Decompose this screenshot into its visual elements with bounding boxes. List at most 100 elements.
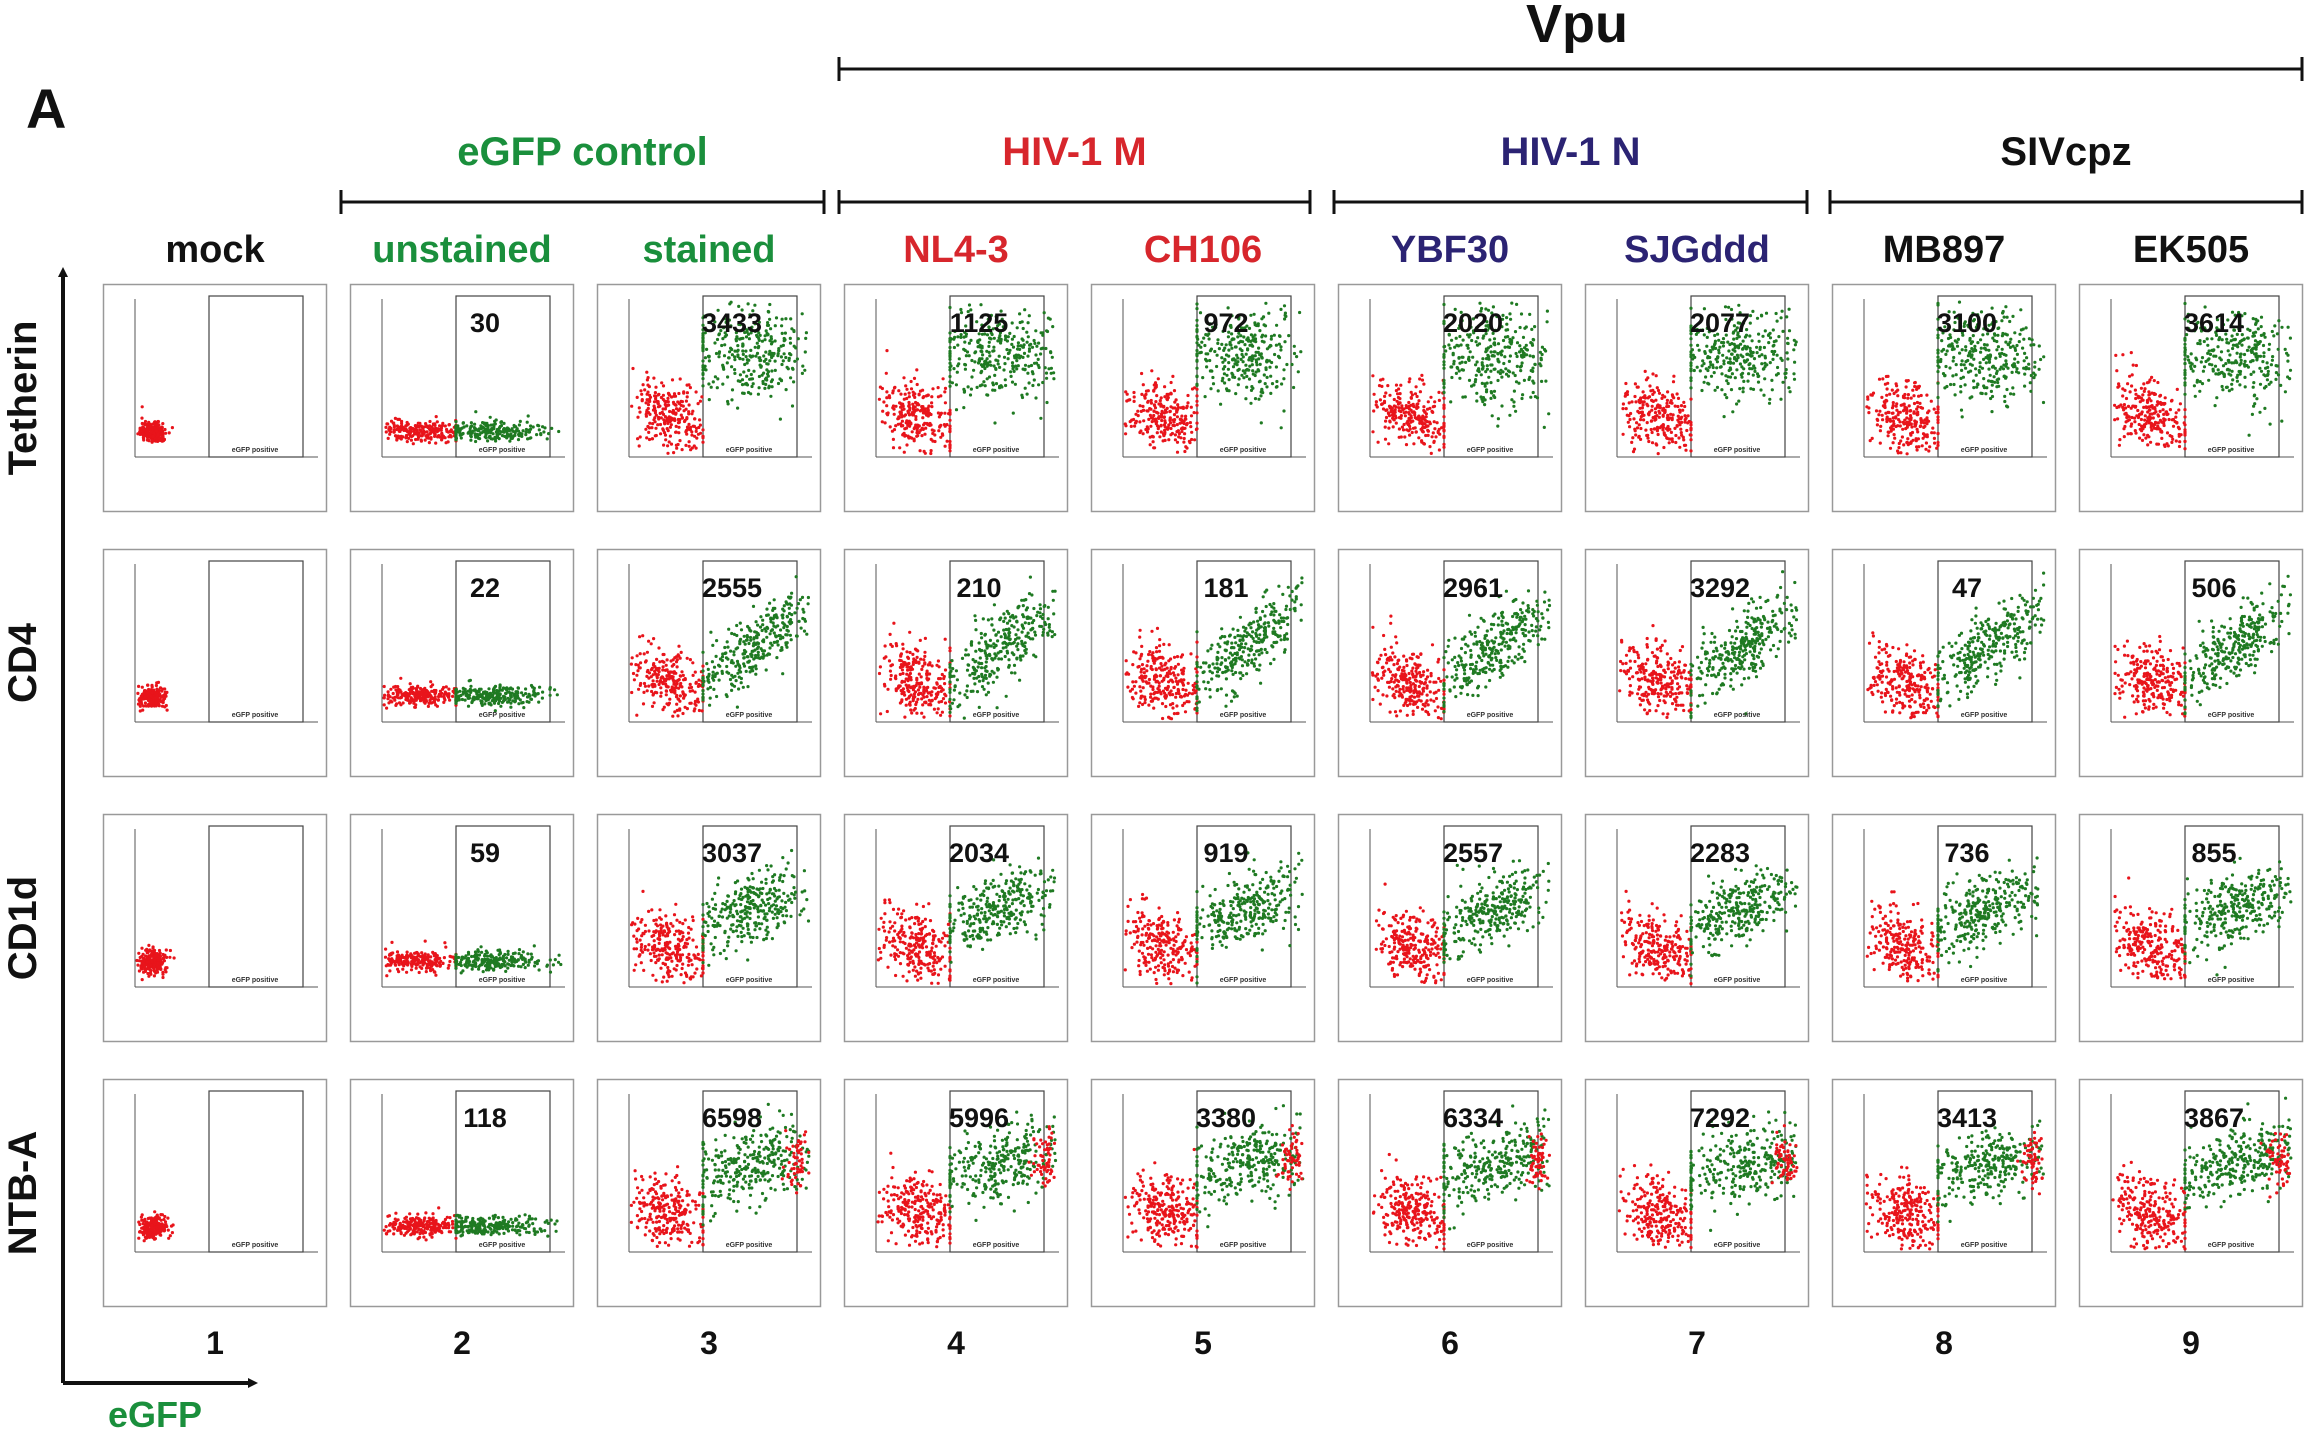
- event-dot: [1650, 404, 1654, 408]
- event-dot: [2117, 404, 2121, 408]
- event-dot: [1287, 334, 1291, 338]
- event-dot: [1689, 397, 1693, 401]
- event-dot: [145, 428, 150, 432]
- column-number: 6: [1441, 1325, 1459, 1361]
- event-dot: [682, 390, 686, 394]
- event-dot: [1195, 394, 1199, 398]
- event-dot: [787, 356, 791, 360]
- event-dot: [909, 387, 914, 391]
- event-dot: [547, 432, 551, 436]
- column-label: stained: [642, 229, 775, 271]
- event-dot: [694, 390, 698, 394]
- event-dot: [1894, 424, 1898, 429]
- event-dot: [1877, 377, 1882, 381]
- event-dot: [877, 397, 881, 401]
- event-dot: [155, 693, 159, 697]
- event-dot: [1194, 427, 1198, 432]
- event-dot: [1125, 399, 1129, 403]
- event-dot: [1192, 411, 1196, 415]
- event-dot: [764, 350, 768, 354]
- gate-label: eGFP positive: [232, 447, 279, 454]
- event-dot: [1920, 419, 1924, 423]
- event-dot: [2248, 328, 2252, 333]
- event-dot: [1195, 411, 1199, 415]
- event-dot: [2219, 350, 2224, 354]
- event-dot: [2134, 363, 2138, 368]
- event-dot: [742, 370, 746, 374]
- event-dot: [1023, 308, 1027, 312]
- event-dot: [1668, 401, 1673, 405]
- event-dot: [1489, 369, 1493, 373]
- event-dot: [804, 331, 808, 335]
- event-dot: [157, 699, 161, 703]
- event-dot: [2183, 415, 2187, 419]
- event-dot: [978, 345, 982, 349]
- event-dot: [1124, 432, 1128, 436]
- event-dot: [1182, 419, 1186, 423]
- event-dot: [952, 345, 956, 350]
- event-dot: [1656, 452, 1660, 456]
- column-number: 4: [947, 1325, 965, 1361]
- event-dot: [919, 428, 923, 432]
- event-dot: [2220, 384, 2224, 389]
- event-dot: [1889, 426, 1893, 431]
- event-dot: [510, 436, 514, 440]
- event-dot: [1397, 406, 1401, 410]
- event-dot: [1740, 375, 1744, 379]
- event-dot: [1198, 311, 1203, 315]
- event-dot: [917, 392, 921, 396]
- event-dot: [2134, 404, 2138, 408]
- event-dot: [1148, 407, 1152, 411]
- event-dot: [1655, 443, 1659, 447]
- event-dot: [2007, 343, 2011, 347]
- event-dot: [1140, 371, 1144, 376]
- event-dot: [539, 433, 543, 437]
- event-dot: [1025, 392, 1029, 396]
- event-dot: [386, 690, 390, 694]
- event-dot: [948, 345, 952, 350]
- gated-count: 2020: [1443, 308, 1503, 338]
- event-dot: [948, 410, 952, 415]
- event-dot: [1145, 425, 1149, 429]
- event-dot: [948, 368, 952, 372]
- event-dot: [666, 444, 670, 448]
- event-dot: [701, 428, 705, 432]
- event-dot: [1407, 407, 1411, 411]
- event-dot: [1183, 432, 1187, 436]
- event-dot: [2251, 334, 2255, 338]
- event-dot: [1982, 343, 1987, 347]
- event-dot: [915, 401, 919, 406]
- event-dot: [1225, 387, 1229, 391]
- event-dot: [2211, 367, 2215, 371]
- event-dot: [680, 416, 684, 420]
- event-dot: [1624, 381, 1628, 386]
- event-dot: [140, 685, 144, 689]
- event-dot: [2145, 406, 2149, 410]
- event-dot: [653, 434, 657, 438]
- event-dot: [537, 424, 541, 428]
- event-dot: [970, 375, 974, 379]
- event-dot: [145, 435, 149, 439]
- event-dot: [690, 412, 694, 416]
- event-dot: [1008, 348, 1012, 352]
- event-dot: [668, 420, 672, 424]
- event-dot: [1519, 312, 1524, 316]
- event-dot: [2131, 363, 2135, 367]
- event-dot: [1697, 348, 1701, 352]
- event-dot: [2142, 405, 2146, 409]
- event-dot: [1041, 331, 1045, 335]
- event-dot: [1910, 425, 1914, 429]
- event-dot: [1645, 402, 1649, 406]
- event-dot: [1182, 436, 1186, 441]
- event-dot: [1688, 433, 1692, 437]
- event-dot: [2259, 315, 2264, 319]
- event-dot: [1030, 345, 1035, 349]
- event-dot: [1683, 404, 1687, 409]
- event-dot: [1866, 397, 1870, 401]
- event-dot: [2152, 411, 2156, 415]
- event-dot: [790, 404, 795, 408]
- event-dot: [1152, 409, 1156, 413]
- event-dot: [1394, 389, 1398, 393]
- event-dot: [1253, 354, 1257, 358]
- event-dot: [1781, 380, 1785, 384]
